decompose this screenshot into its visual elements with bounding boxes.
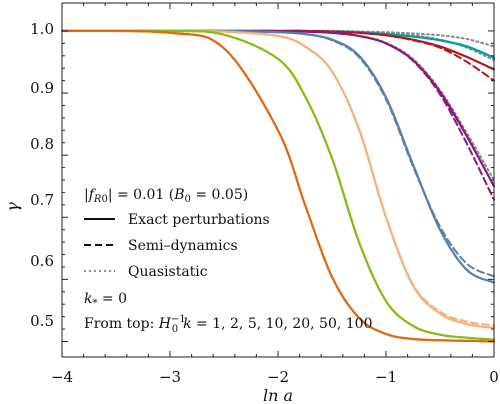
y-tick-label: 0.8	[30, 135, 54, 153]
x-tick-label: −4	[51, 368, 73, 386]
x-axis-title: ln a	[263, 386, 293, 404]
legend-header: |fR0| = 0.01 (B0 = 0.05)	[84, 187, 248, 205]
x-tick-label: 0	[489, 368, 499, 386]
y-tick-label: 0.7	[30, 191, 54, 209]
curve-exact-k5	[60, 29, 496, 188]
y-tick-label: 0.9	[30, 79, 54, 97]
curve-exact-k50	[60, 29, 496, 341]
legend-kstar: k* = 0	[84, 291, 127, 309]
legend-label-quasistatic: Quasistatic	[128, 264, 208, 280]
ticks-layer	[61, 3, 495, 357]
y-tick-label: 0.6	[30, 252, 54, 270]
curve-quasistatic-k10	[61, 29, 495, 284]
curve-semi-dynamic-k10	[61, 29, 495, 278]
legend-label-exact: Exact perturbations	[128, 212, 270, 228]
curve-quasistatic-k5	[61, 29, 495, 181]
curves-layer	[60, 29, 496, 343]
y-axis-title: γ	[3, 202, 22, 212]
legend-label-semi: Semi–dynamics	[128, 238, 238, 254]
x-tick-label: −1	[375, 368, 397, 386]
y-tick-label: 1.0	[30, 20, 54, 38]
x-tick-label: −2	[267, 368, 289, 386]
legend-from-top: From top: H−1 0 k = 1, 2, 5, 10, 20, 50, 1…	[84, 314, 373, 335]
curve-exact-k10	[60, 29, 496, 284]
y-tick-label: 0.5	[30, 312, 54, 330]
x-tick-label: −3	[159, 368, 181, 386]
curve-exact-k100	[60, 29, 496, 343]
curve-semi-dynamic-k5	[61, 29, 495, 201]
